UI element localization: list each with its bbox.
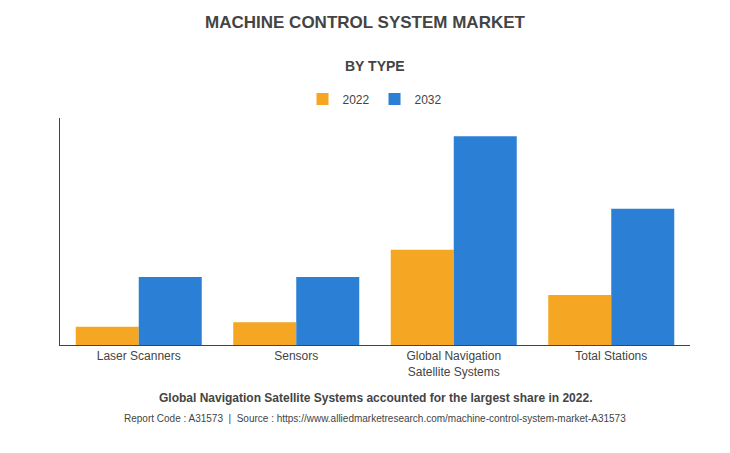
svg-text:BY TYPE: BY TYPE	[345, 58, 405, 74]
svg-text:Global NavigationSatellite Sys: Global NavigationSatellite Systems	[406, 349, 501, 379]
svg-text:2032: 2032	[415, 93, 442, 107]
svg-text:Global Navigation Satellite Sy: Global Navigation Satellite Systems acco…	[159, 391, 592, 405]
svg-text:Report Code : A31573 | Sourc: Report Code : A31573 | Source : https://…	[124, 413, 626, 424]
svg-text:Sensors: Sensors	[274, 349, 318, 363]
svg-text:2022: 2022	[343, 93, 370, 107]
svg-text:MACHINE CONTROL SYSTEM MARKET: MACHINE CONTROL SYSTEM MARKET	[205, 13, 525, 32]
svg-text:Laser Scanners: Laser Scanners	[97, 349, 181, 363]
svg-text:Total Stations: Total Stations	[575, 349, 647, 363]
